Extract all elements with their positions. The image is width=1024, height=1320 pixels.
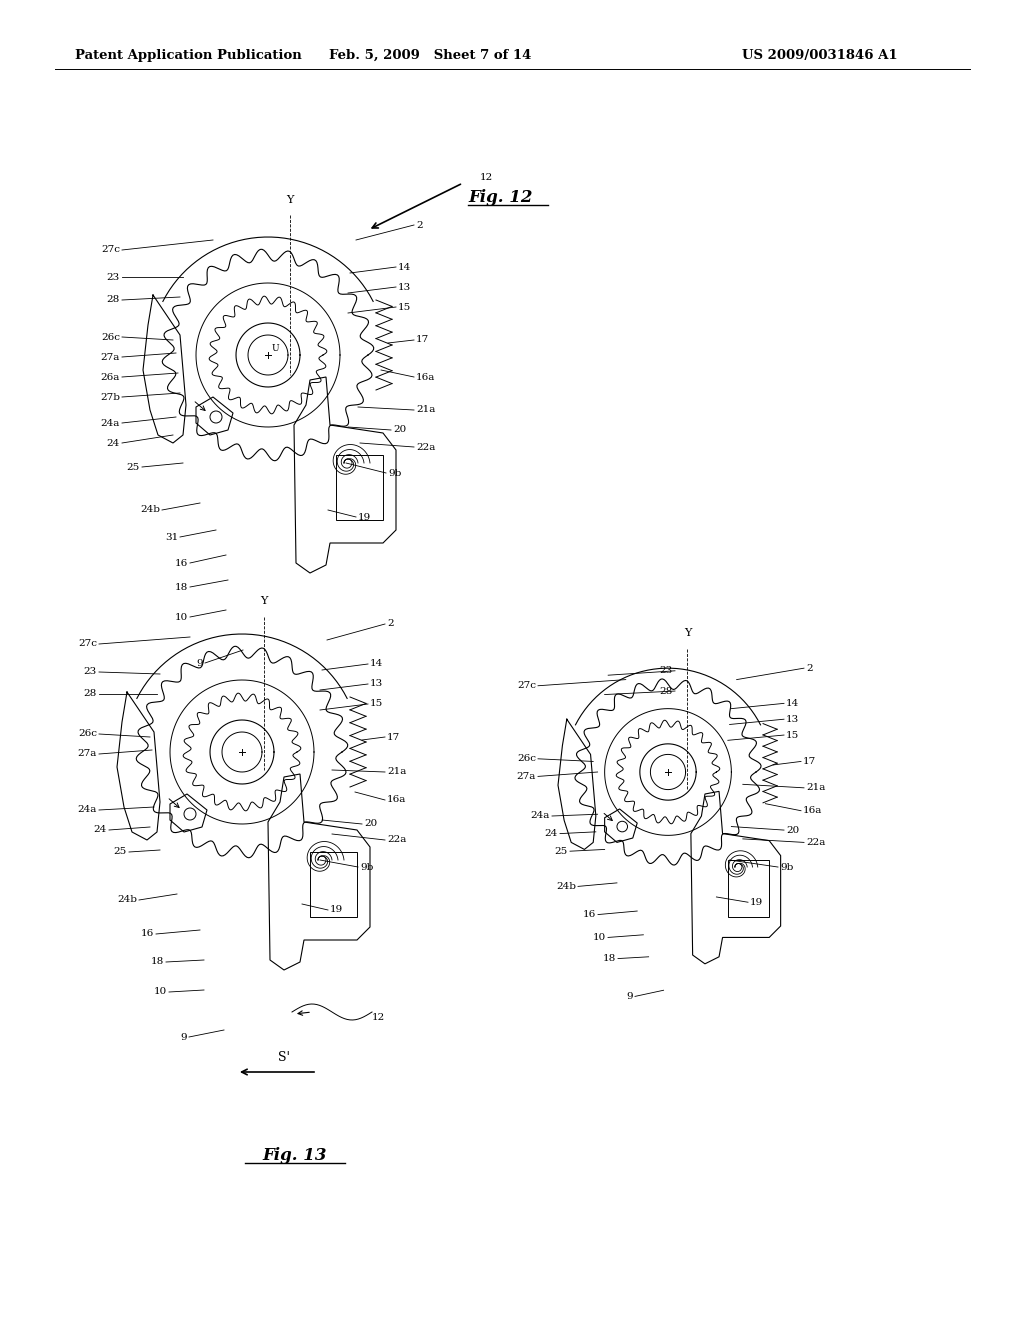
Text: 20: 20 xyxy=(393,425,407,434)
Text: 25: 25 xyxy=(114,847,127,857)
Text: 27b: 27b xyxy=(100,392,120,401)
Text: 15: 15 xyxy=(786,730,800,739)
Text: 17: 17 xyxy=(803,756,816,766)
Text: 24a: 24a xyxy=(78,805,97,814)
Text: 20: 20 xyxy=(786,825,800,834)
Text: 20: 20 xyxy=(364,820,377,829)
Text: 28: 28 xyxy=(659,686,673,696)
Text: 24a: 24a xyxy=(100,418,120,428)
Text: 26c: 26c xyxy=(517,754,536,763)
Text: US 2009/0031846 A1: US 2009/0031846 A1 xyxy=(742,49,898,62)
Text: 9: 9 xyxy=(180,1032,187,1041)
Text: 27c: 27c xyxy=(101,246,120,255)
Text: 2: 2 xyxy=(416,220,423,230)
Text: 22a: 22a xyxy=(416,442,435,451)
Text: 2: 2 xyxy=(806,664,813,673)
Text: 10: 10 xyxy=(593,933,606,942)
Text: Fig. 12: Fig. 12 xyxy=(468,189,532,206)
Text: 26a: 26a xyxy=(100,372,120,381)
Text: 22a: 22a xyxy=(387,836,407,845)
Text: 21a: 21a xyxy=(416,405,435,414)
Text: 24b: 24b xyxy=(556,882,575,891)
Text: 25: 25 xyxy=(127,462,140,471)
Text: 23: 23 xyxy=(84,668,97,676)
Text: 21a: 21a xyxy=(806,783,825,792)
Text: 2: 2 xyxy=(387,619,393,628)
Text: 14: 14 xyxy=(398,263,412,272)
Text: 12: 12 xyxy=(480,173,494,181)
Text: 13: 13 xyxy=(370,680,383,689)
Text: 18: 18 xyxy=(603,954,616,964)
Text: 13: 13 xyxy=(398,282,412,292)
Text: U: U xyxy=(272,345,280,352)
Text: 22a: 22a xyxy=(806,838,825,847)
Text: Y: Y xyxy=(260,597,267,606)
Text: 18: 18 xyxy=(175,582,188,591)
Text: 15: 15 xyxy=(370,700,383,709)
Text: 10: 10 xyxy=(154,987,167,997)
Text: 24: 24 xyxy=(545,829,558,838)
Text: 28: 28 xyxy=(84,689,97,698)
Text: 27a: 27a xyxy=(517,772,536,781)
Text: 18: 18 xyxy=(151,957,164,966)
Text: 16: 16 xyxy=(140,929,154,939)
Text: 19: 19 xyxy=(358,512,372,521)
Text: 23: 23 xyxy=(106,272,120,281)
Text: 9b: 9b xyxy=(780,862,794,871)
Text: 28: 28 xyxy=(106,296,120,305)
Text: 27c: 27c xyxy=(517,681,536,690)
Text: S': S' xyxy=(278,1051,290,1064)
Text: 27c: 27c xyxy=(78,639,97,648)
Text: Fig. 13: Fig. 13 xyxy=(263,1147,328,1163)
Text: Y: Y xyxy=(684,628,691,638)
Text: 9: 9 xyxy=(627,991,633,1001)
Text: Y: Y xyxy=(287,195,294,205)
Text: 25: 25 xyxy=(555,846,568,855)
Text: 13: 13 xyxy=(786,714,800,723)
Text: 17: 17 xyxy=(387,733,400,742)
Text: 16a: 16a xyxy=(803,807,822,816)
Text: 14: 14 xyxy=(786,698,800,708)
Text: 16: 16 xyxy=(583,909,596,919)
Text: 24: 24 xyxy=(106,438,120,447)
Text: 24b: 24b xyxy=(117,895,137,904)
Text: 27a: 27a xyxy=(100,352,120,362)
Text: Feb. 5, 2009   Sheet 7 of 14: Feb. 5, 2009 Sheet 7 of 14 xyxy=(329,49,531,62)
Text: 16a: 16a xyxy=(416,372,435,381)
Text: 24: 24 xyxy=(94,825,106,834)
Text: 24b: 24b xyxy=(140,506,160,515)
Text: 23: 23 xyxy=(659,667,673,676)
Text: 12: 12 xyxy=(372,1012,385,1022)
Text: 21a: 21a xyxy=(387,767,407,776)
Text: 16a: 16a xyxy=(387,796,407,804)
Text: 14: 14 xyxy=(370,660,383,668)
Text: 10: 10 xyxy=(175,612,188,622)
Text: 27a: 27a xyxy=(78,750,97,759)
Text: 26c: 26c xyxy=(101,333,120,342)
Text: 17: 17 xyxy=(416,335,429,345)
Text: 24a: 24a xyxy=(530,812,550,821)
Text: 15: 15 xyxy=(398,302,412,312)
Text: Patent Application Publication: Patent Application Publication xyxy=(75,49,302,62)
Text: 19: 19 xyxy=(750,898,763,907)
Text: 31: 31 xyxy=(165,532,178,541)
Text: 9: 9 xyxy=(197,659,203,668)
Text: 16: 16 xyxy=(175,558,188,568)
Text: 9b: 9b xyxy=(360,862,374,871)
Text: 9b: 9b xyxy=(388,469,401,478)
Text: 19: 19 xyxy=(330,906,343,915)
Text: 26c: 26c xyxy=(78,730,97,738)
